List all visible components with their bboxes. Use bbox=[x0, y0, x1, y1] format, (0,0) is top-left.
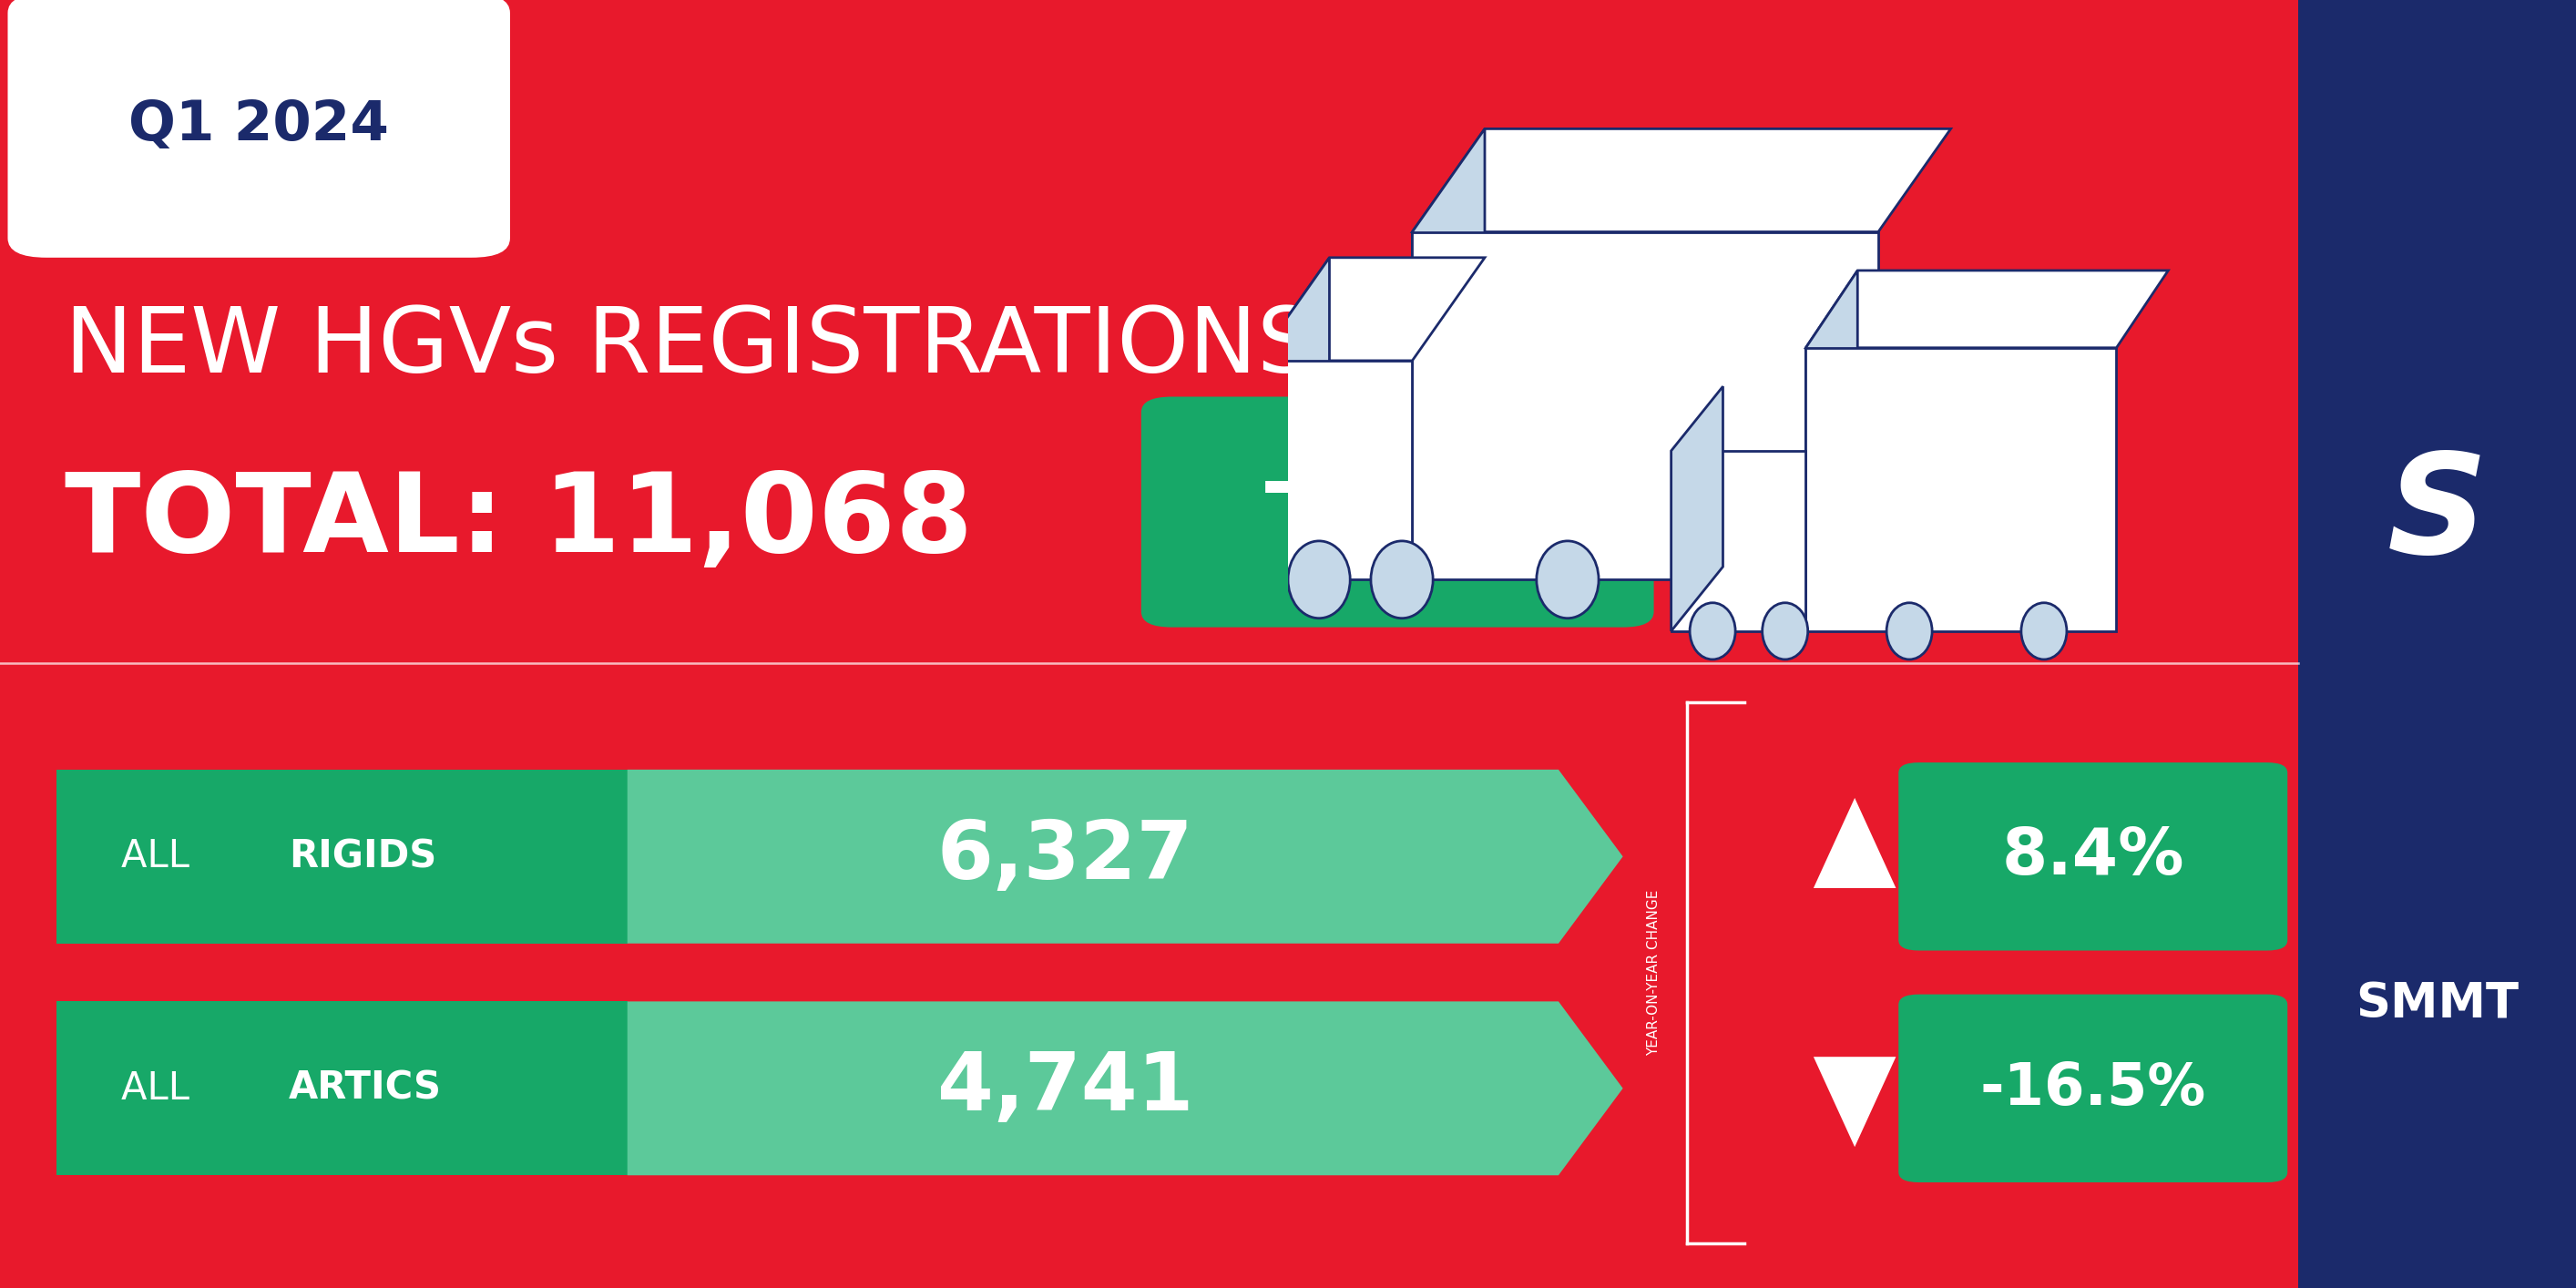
Polygon shape bbox=[1412, 232, 1878, 580]
Polygon shape bbox=[1412, 129, 1950, 232]
Text: ALL: ALL bbox=[121, 837, 201, 876]
Polygon shape bbox=[629, 1002, 1623, 1175]
FancyBboxPatch shape bbox=[1899, 994, 2287, 1182]
Circle shape bbox=[1535, 541, 1600, 618]
Polygon shape bbox=[1814, 1056, 1896, 1148]
FancyBboxPatch shape bbox=[1899, 762, 2287, 951]
Polygon shape bbox=[1806, 270, 1857, 631]
Text: ARTICS: ARTICS bbox=[289, 1069, 440, 1108]
Text: -3.9%: -3.9% bbox=[1260, 446, 1535, 529]
Polygon shape bbox=[1412, 129, 1484, 580]
Polygon shape bbox=[1806, 348, 2117, 631]
FancyBboxPatch shape bbox=[8, 0, 510, 258]
Text: -16.5%: -16.5% bbox=[1981, 1060, 2205, 1117]
Text: TOTAL: 11,068: TOTAL: 11,068 bbox=[64, 469, 974, 574]
Polygon shape bbox=[1814, 797, 1896, 889]
Text: YEAR-ON-YEAR CHANGE: YEAR-ON-YEAR CHANGE bbox=[1314, 569, 1481, 582]
Text: ALL: ALL bbox=[121, 1069, 201, 1108]
Text: 4,741: 4,741 bbox=[938, 1048, 1193, 1128]
Text: S: S bbox=[2388, 447, 2486, 583]
Text: RIGIDS: RIGIDS bbox=[289, 837, 435, 876]
Circle shape bbox=[1692, 541, 1754, 618]
Circle shape bbox=[1690, 603, 1736, 659]
Polygon shape bbox=[1672, 386, 1723, 631]
Text: 6,327: 6,327 bbox=[938, 817, 1193, 896]
Circle shape bbox=[2022, 603, 2066, 659]
Polygon shape bbox=[1257, 258, 1484, 361]
Polygon shape bbox=[57, 1002, 629, 1175]
FancyBboxPatch shape bbox=[2298, 0, 2576, 1288]
Text: 8.4%: 8.4% bbox=[2002, 826, 2184, 887]
Circle shape bbox=[1370, 541, 1432, 618]
Polygon shape bbox=[1806, 270, 2169, 348]
Polygon shape bbox=[1257, 258, 1329, 580]
Polygon shape bbox=[1672, 451, 1806, 631]
Circle shape bbox=[1762, 603, 1808, 659]
Polygon shape bbox=[57, 769, 629, 943]
Text: NEW HGVs REGISTRATIONS: NEW HGVs REGISTRATIONS bbox=[64, 304, 1314, 392]
Text: Q1 2024: Q1 2024 bbox=[129, 99, 389, 152]
Circle shape bbox=[1886, 603, 1932, 659]
Polygon shape bbox=[1257, 361, 1412, 580]
Text: SMMT: SMMT bbox=[2354, 981, 2519, 1028]
Polygon shape bbox=[629, 769, 1623, 943]
Circle shape bbox=[1288, 541, 1350, 618]
FancyBboxPatch shape bbox=[1141, 397, 1654, 627]
Text: YEAR-ON-YEAR CHANGE: YEAR-ON-YEAR CHANGE bbox=[1646, 890, 1662, 1055]
